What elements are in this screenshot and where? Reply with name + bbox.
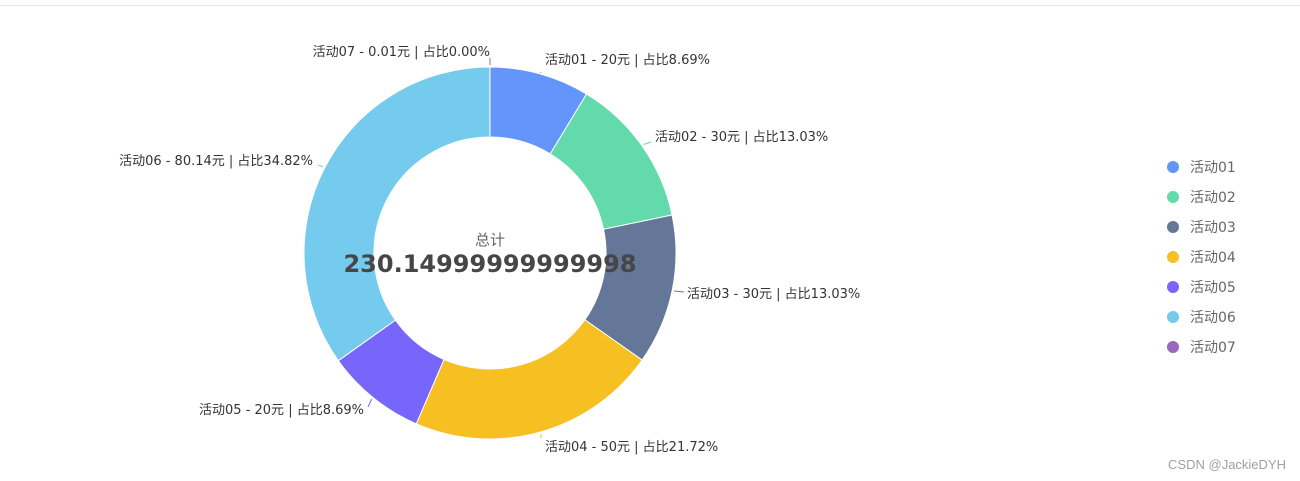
chart-legend: 活动01 活动02 活动03 活动04 活动05 活动06 活动07 <box>1167 152 1236 362</box>
slice-label: 活动07 - 0.01元 | 占比0.00% <box>313 45 490 60</box>
chart-slices <box>303 66 677 440</box>
legend-label: 活动06 <box>1190 310 1236 326</box>
top-divider <box>0 5 1300 6</box>
center-title: 总计 <box>475 231 505 249</box>
legend-dot-icon <box>1167 311 1179 323</box>
legend-dot-icon <box>1167 341 1179 353</box>
legend-dot-icon <box>1167 161 1179 173</box>
label-connector-line <box>643 141 652 145</box>
slice-label: 活动01 - 20元 | 占比8.69% <box>545 53 710 68</box>
legend-label: 活动02 <box>1190 190 1236 206</box>
legend-label: 活动07 <box>1190 340 1236 356</box>
slice-label: 活动06 - 80.14元 | 占比34.82% <box>119 154 313 169</box>
legend-label: 活动05 <box>1190 280 1236 296</box>
slice-活动04[interactable] <box>415 319 643 440</box>
slice-label: 活动02 - 30元 | 占比13.03% <box>655 130 828 145</box>
slice-label: 活动03 - 30元 | 占比13.03% <box>687 287 860 302</box>
legend-dot-icon <box>1167 191 1179 203</box>
label-connector-line <box>674 290 685 293</box>
legend-dot-icon <box>1167 251 1179 263</box>
chart-labels: 活动01 - 20元 | 占比8.69% 活动02 - 30元 | 占比13.03… <box>119 45 860 455</box>
slice-label: 活动05 - 20元 | 占比8.69% <box>199 403 364 418</box>
legend-dot-icon <box>1167 281 1179 293</box>
legend-item-07[interactable]: 活动07 <box>1167 332 1236 362</box>
center-total-value: 230.14999999999998 <box>343 250 636 278</box>
legend-label: 活动01 <box>1190 160 1236 176</box>
slice-活动06[interactable] <box>303 66 491 362</box>
legend-dot-icon <box>1167 221 1179 233</box>
label-connector-line <box>367 398 373 408</box>
legend-label: 活动03 <box>1190 220 1236 236</box>
watermark: CSDN @JackieDYH <box>1168 457 1286 472</box>
legend-item-02[interactable]: 活动02 <box>1167 182 1236 212</box>
legend-item-05[interactable]: 活动05 <box>1167 272 1236 302</box>
legend-item-04[interactable]: 活动04 <box>1167 242 1236 272</box>
label-connector-line <box>317 164 324 168</box>
legend-label: 活动04 <box>1190 250 1236 266</box>
slice-label: 活动04 - 50元 | 占比21.72% <box>545 440 718 455</box>
legend-item-01[interactable]: 活动01 <box>1167 152 1236 182</box>
legend-item-03[interactable]: 活动03 <box>1167 212 1236 242</box>
legend-item-06[interactable]: 活动06 <box>1167 302 1236 332</box>
